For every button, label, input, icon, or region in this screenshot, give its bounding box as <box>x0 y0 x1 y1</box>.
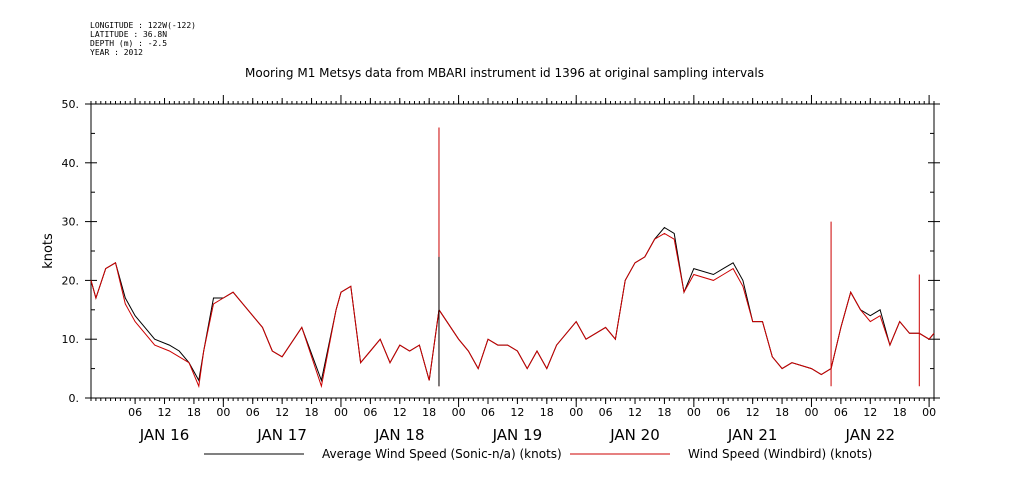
x-tick-label: 06 <box>246 406 260 419</box>
x-tick-label: 06 <box>834 406 848 419</box>
y-tick-label: 0. <box>69 392 80 405</box>
x-tick-label: 00 <box>687 406 701 419</box>
x-tick-label: 18 <box>187 406 201 419</box>
year-text: YEAR : 2012 <box>90 48 143 57</box>
x-tick-label: 12 <box>628 406 642 419</box>
x-tick-label: 06 <box>128 406 142 419</box>
latitude-text: LATITUDE : 36.8N <box>90 30 168 39</box>
legend-label-windbird: Wind Speed (Windbird) (knots) <box>688 447 872 461</box>
x-tick-label: 12 <box>746 406 760 419</box>
y-tick-label: 10. <box>62 333 80 346</box>
x-tick-label: 12 <box>275 406 289 419</box>
chart-title: Mooring M1 Metsys data from MBARI instru… <box>245 66 764 80</box>
x-tick-label: 12 <box>393 406 407 419</box>
longitude-text: LONGITUDE : 122W(-122) <box>90 21 196 30</box>
y-axis-label: knots <box>41 233 56 269</box>
legend-label-average: Average Wind Speed (Sonic-n/a) (knots) <box>322 447 562 461</box>
metadata-block: LONGITUDE : 122W(-122) LATITUDE : 36.8N DE… <box>90 21 196 57</box>
x-tick-label: 18 <box>422 406 436 419</box>
x-tick-label: 18 <box>657 406 671 419</box>
x-tick-label: 00 <box>569 406 583 419</box>
x-tick-label: 06 <box>599 406 613 419</box>
x-tick-label: 12 <box>863 406 877 419</box>
x-tick-label: 06 <box>481 406 495 419</box>
x-tick-label: 06 <box>363 406 377 419</box>
x-day-label: JAN 17 <box>256 426 307 444</box>
x-tick-label: 00 <box>922 406 936 419</box>
x-day-label: JAN 22 <box>845 426 896 444</box>
y-tick-label: 40. <box>62 157 80 170</box>
x-tick-label: 00 <box>452 406 466 419</box>
x-day-label: JAN 16 <box>139 426 190 444</box>
x-tick-label: 00 <box>334 406 348 419</box>
x-tick-label: 18 <box>305 406 319 419</box>
x-day-label: JAN 20 <box>609 426 660 444</box>
x-tick-label: 18 <box>775 406 789 419</box>
x-tick-label: 12 <box>510 406 524 419</box>
y-tick-label: 20. <box>62 274 80 287</box>
series-windbird-line <box>90 232 935 389</box>
x-tick-label: 00 <box>216 406 230 419</box>
x-tick-label: 12 <box>158 406 172 419</box>
plot-frame <box>90 103 935 399</box>
x-tick-label: 18 <box>540 406 554 419</box>
x-tick-label: 18 <box>893 406 907 419</box>
depth-text: DEPTH (m) : -2.5 <box>90 39 168 48</box>
x-tick-label: 06 <box>716 406 730 419</box>
x-day-label: JAN 21 <box>727 426 778 444</box>
x-day-label: JAN 19 <box>492 426 543 444</box>
x-tick-label: 00 <box>804 406 818 419</box>
x-day-label: JAN 18 <box>374 426 425 444</box>
y-tick-label: 30. <box>62 216 80 229</box>
y-tick-label: 50. <box>62 98 80 111</box>
series-average-wind-line <box>90 226 935 383</box>
